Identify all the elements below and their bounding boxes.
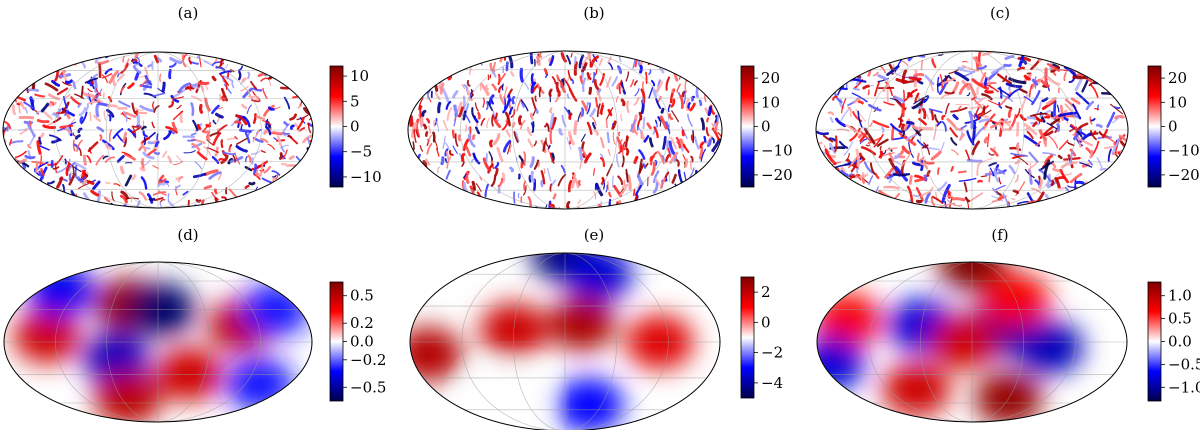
colorbar-gradient [740,276,755,399]
map-outline [2,51,314,209]
colorbar-tick-label: 5 [350,92,360,110]
panel-label: (a) [178,4,199,22]
colorbar-tick-label: −2 [761,344,783,362]
colorbar-tick-label: −0.5 [350,378,386,396]
map-outline [816,261,1128,423]
panel-label: (c) [990,4,1010,22]
anomaly-blob [547,296,616,352]
anomaly-blob [26,262,95,318]
colorbar-gradient [1147,65,1162,188]
colorbar-gradient [329,281,344,402]
panel-label: (b) [583,4,604,22]
colorbar-tick-label: 0.5 [1168,310,1192,328]
colorbar: 10 5 0 −5 −10 [329,65,382,188]
colorbar-tick-label: −10 [761,142,793,160]
colorbar-tick-label: 0 [1168,118,1178,136]
sky-map [817,262,1127,422]
anomaly-blob [410,326,463,382]
colorbar-tick-label: 20 [1168,69,1187,87]
anomaly-blob [882,362,951,417]
sky-map [410,253,720,430]
colorbar-tick-label: 2 [761,283,771,301]
colorbar: 20 10 0 −10 −20 [740,65,793,188]
colorbar-tick-label: −20 [761,166,793,184]
colorbar-tick-label: −0.5 [1168,355,1200,373]
panel-1: (a) 10 5 0 −5 −10 [2,4,382,209]
sky-map [4,262,312,422]
panel-4: (d) 0.5 0.20.0−0.2 −0.5 [3,226,386,423]
colorbar: 1.0 0.5 0.0 −0.5 −1.0 [1147,281,1200,402]
anomaly-blob [817,336,866,392]
colorbar-tick-label: 10 [350,67,369,85]
colorbar: 20 10 0 −10 −20 [1147,65,1200,188]
colorbar-tick-label: −20 [1168,166,1200,184]
map-outline [409,252,721,430]
map-outline [407,50,723,210]
colorbar-tick-label: 0.0 [1168,333,1192,351]
colorbar-tick-label: 0.5 [350,287,374,305]
colorbar-tick-label: 10 [761,93,780,111]
sky-map [408,51,722,209]
colorbar: 0.5 0.20.0−0.2 −0.5 [329,281,386,402]
colorbar-tick-label: 0.2 [350,314,374,332]
colorbar-tick-label: 0.0 [350,333,374,351]
panel-label: (d) [177,226,198,244]
colorbar-tick-label: 1.0 [1168,287,1192,305]
anomaly-blob [472,372,541,428]
colorbar-tick-label: 20 [761,69,780,87]
colorbar-tick-label: −4 [761,374,783,392]
colorbar-tick-label: −10 [350,168,382,186]
panel-5: (e) 2 0 −2 −4 [409,226,783,430]
colorbar-gradient [329,65,344,188]
anomaly-blob [555,377,624,430]
panel-label: (e) [584,226,605,244]
colorbar-tick-label: −1.0 [1168,378,1200,396]
panel-2: (b) 20 10 0 −10 −20 [407,4,793,210]
colorbar-gradient [1147,281,1162,402]
panel-6: (f) 1.0 0.5 0.0 −0.5 −1.0 [816,226,1200,423]
anomaly-blob [93,371,162,422]
map-outline [3,261,313,423]
panel-label: (f) [991,226,1008,244]
colorbar-tick-label: 10 [1168,93,1187,111]
anomaly-blob [1015,320,1084,375]
map-outline [815,50,1129,210]
anomaly-blob [225,357,294,412]
colorbar-tick-label: −10 [1168,142,1200,160]
panel-3: (c) 20 10 0 −10 −20 [815,4,1200,210]
colorbar-tick-label: −5 [350,143,372,161]
colorbar: 2 0 −2 −4 [740,276,783,399]
colorbar-tick-label: 0 [761,118,771,136]
colorbar-gradient [740,65,755,188]
colorbar-tick-label: 0 [761,313,771,331]
anomaly-blob [13,309,81,364]
colorbar-tick-label: −0.2 [350,351,386,369]
colorbar-tick-label: 0 [350,118,360,136]
